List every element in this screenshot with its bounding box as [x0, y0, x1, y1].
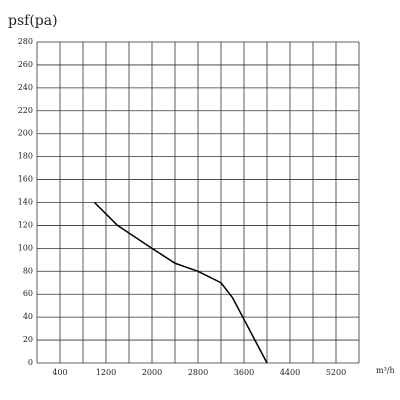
y-tick-label: 60 — [23, 289, 33, 298]
curve — [93, 201, 268, 364]
y-tick-label: 260 — [18, 60, 33, 69]
y-tick-label: 0 — [28, 358, 33, 367]
y-tick-label: 180 — [18, 152, 33, 161]
y-tick-label: 80 — [23, 266, 33, 275]
x-tick-label: 400 — [52, 368, 67, 377]
y-tick-label: 100 — [18, 243, 33, 252]
y-tick-label: 240 — [18, 83, 33, 92]
y-tick-label: 200 — [18, 129, 33, 138]
x-tick-label: 2000 — [142, 368, 162, 377]
y-axis-label: psf(pa) — [8, 13, 58, 29]
y-tick-label: 120 — [18, 220, 33, 229]
x-tick-label: 3600 — [234, 368, 254, 377]
y-tick-label: 20 — [23, 335, 33, 344]
x-tick-label: 2800 — [188, 368, 208, 377]
x-tick-label: 1200 — [96, 368, 116, 377]
x-tick-label: 5200 — [326, 368, 346, 377]
y-tick-label: 140 — [18, 198, 33, 207]
x-axis-label: m³/h — [376, 366, 395, 375]
x-tick-label: 4400 — [280, 368, 300, 377]
y-tick-label: 280 — [18, 37, 33, 46]
y-tick-label: 160 — [18, 175, 33, 184]
y-tick-label: 40 — [23, 312, 33, 321]
y-tick-label: 220 — [18, 106, 33, 115]
